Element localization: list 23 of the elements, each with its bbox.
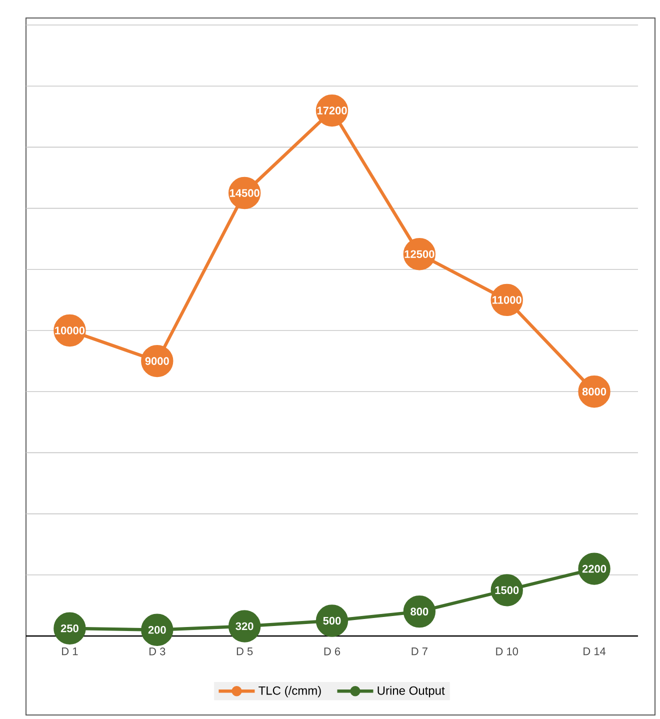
data-label: 9000 [145,357,169,365]
data-label: 320 [236,622,254,630]
data-label: 10000 [55,326,85,334]
data-label: 200 [148,626,166,634]
data-label: 1500 [495,586,519,594]
x-tick-label: D 5 [236,648,253,656]
data-label: 2200 [582,564,606,573]
x-tick-label: D 1 [62,648,78,656]
x-tick-label: D 14 [584,648,606,656]
data-label: 11000 [492,296,522,304]
x-tick-label: D 7 [412,648,428,656]
x-tick-label: D 3 [149,648,166,656]
data-label: 500 [323,616,341,625]
data-label: 14500 [230,189,260,197]
legend-label: TLC (/cmm) [258,686,321,698]
x-tick-label: D 6 [324,648,340,656]
x-tick-label: D 10 [496,648,518,656]
data-label: 17200 [317,106,347,114]
data-label: 12500 [404,250,434,258]
data-label: 8000 [582,388,606,396]
data-label: 250 [60,624,78,632]
legend-label: Urine Output [378,686,445,698]
data-label: 800 [410,608,428,616]
